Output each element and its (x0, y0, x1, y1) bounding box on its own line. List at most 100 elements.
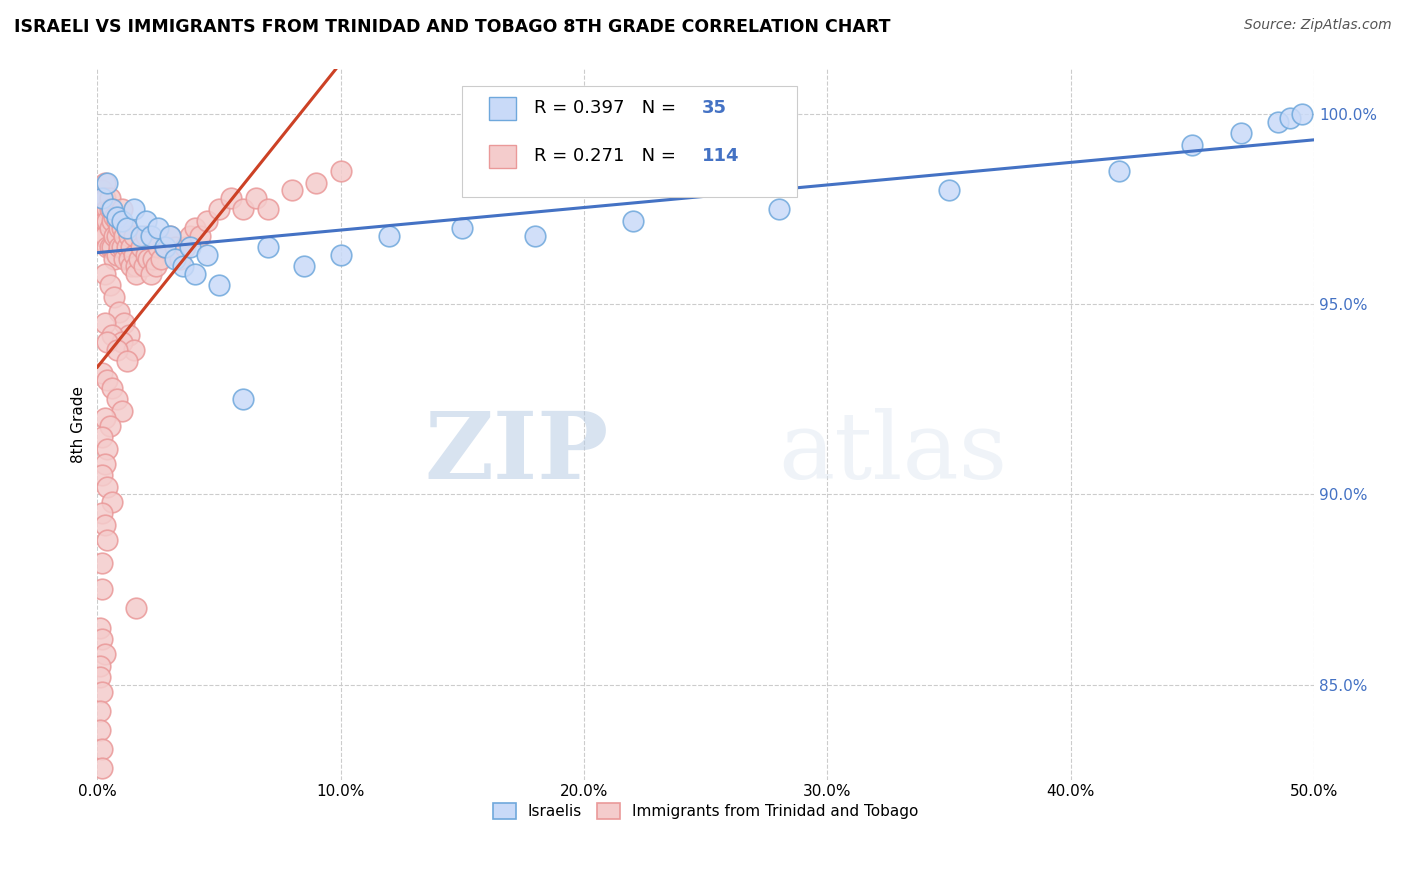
Point (96, 240, 118, 254)
Point (96, 213, 118, 227)
Point (91, 194, 114, 209)
Point (138, 252, 160, 266)
Point (93, 267, 115, 281)
Point (1108, 164, 1130, 178)
Point (145, 259, 167, 273)
Point (183, 221, 205, 235)
Point (111, 213, 134, 227)
Point (98, 191, 121, 205)
Point (135, 213, 157, 227)
Point (98, 240, 121, 254)
Point (111, 335, 134, 350)
Point (98, 419, 121, 434)
Point (281, 183, 304, 197)
Point (378, 228, 401, 243)
Point (148, 221, 170, 235)
Point (103, 290, 125, 304)
Point (120, 259, 142, 273)
Point (103, 228, 125, 243)
Point (329, 164, 352, 178)
Point (256, 240, 278, 254)
Point (122, 228, 145, 243)
Point (125, 259, 148, 273)
Point (155, 240, 177, 254)
Point (111, 403, 134, 417)
Text: ZIP: ZIP (425, 408, 609, 498)
Point (89, 620, 111, 634)
Point (96, 373, 118, 387)
Point (96, 442, 118, 456)
Point (112, 228, 135, 243)
Point (105, 248, 128, 262)
Point (91, 366, 114, 380)
Point (91, 183, 114, 197)
Point (112, 316, 135, 330)
Point (91, 761, 114, 775)
Text: R = 0.271   N =: R = 0.271 N = (534, 146, 682, 164)
Point (232, 392, 254, 407)
Point (118, 327, 141, 342)
Point (101, 240, 124, 254)
Point (125, 267, 148, 281)
Point (91, 582, 114, 597)
Point (115, 221, 138, 235)
Point (89, 658, 111, 673)
Point (108, 221, 131, 235)
FancyBboxPatch shape (489, 145, 516, 168)
Point (103, 252, 125, 266)
Point (96, 335, 118, 350)
Point (91, 685, 114, 699)
Point (155, 240, 177, 254)
Point (938, 183, 960, 197)
Point (329, 248, 352, 262)
Point (105, 210, 128, 224)
Point (120, 240, 142, 254)
Point (165, 240, 187, 254)
Point (91, 556, 114, 570)
Point (105, 213, 128, 227)
Point (93, 228, 115, 243)
Point (98, 202, 121, 217)
Point (93, 316, 115, 330)
Point (91, 468, 114, 483)
Point (174, 240, 197, 254)
Point (91, 507, 114, 521)
Point (1267, 114, 1289, 128)
Text: 114: 114 (702, 146, 740, 164)
Point (195, 213, 218, 227)
Point (96, 202, 118, 217)
Point (93, 191, 115, 205)
Point (195, 248, 218, 262)
Point (101, 327, 124, 342)
Point (139, 228, 162, 243)
Point (768, 202, 790, 217)
Point (101, 495, 124, 509)
Point (115, 221, 138, 235)
Point (148, 240, 170, 254)
FancyBboxPatch shape (489, 97, 516, 120)
Point (245, 191, 267, 205)
Point (451, 221, 474, 235)
Point (111, 202, 134, 217)
Point (1230, 126, 1253, 140)
Point (208, 202, 231, 217)
Point (172, 259, 194, 273)
Point (132, 259, 155, 273)
Point (179, 228, 201, 243)
Point (135, 248, 157, 262)
Point (129, 228, 152, 243)
Point (91, 191, 114, 205)
Point (108, 305, 131, 319)
Y-axis label: 8th Grade: 8th Grade (72, 385, 86, 463)
Point (101, 202, 124, 217)
Point (256, 202, 278, 217)
Text: ISRAELI VS IMMIGRANTS FROM TRINIDAD AND TOBAGO 8TH GRADE CORRELATION CHART: ISRAELI VS IMMIGRANTS FROM TRINIDAD AND … (14, 18, 890, 36)
Point (524, 228, 547, 243)
Point (108, 240, 131, 254)
Point (118, 228, 141, 243)
Point (91, 210, 114, 224)
Point (122, 202, 145, 217)
Point (169, 252, 191, 266)
Point (89, 704, 111, 718)
Point (112, 252, 135, 266)
